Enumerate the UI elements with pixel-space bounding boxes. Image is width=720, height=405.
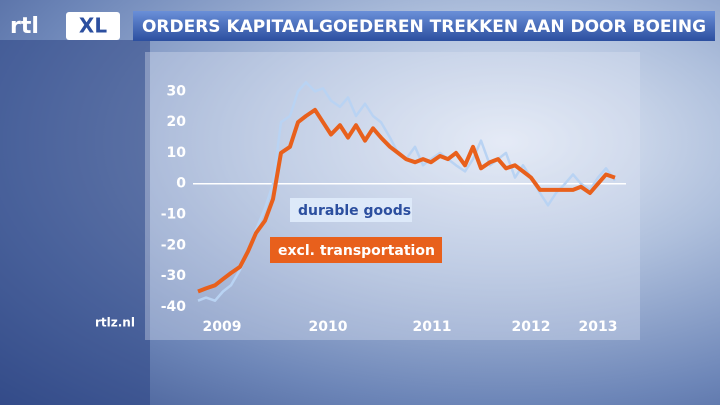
legend-label: excl. transportation	[278, 243, 435, 259]
legend-label: durable goods	[298, 203, 411, 219]
legend-box	[270, 237, 442, 263]
x-tick-label: 2012	[512, 319, 551, 335]
legend-box	[290, 198, 412, 222]
y-tick-label: 10	[167, 145, 187, 161]
x-tick-label: 2009	[203, 319, 242, 335]
y-tick-label: -20	[161, 237, 187, 253]
y-tick-label: -30	[161, 268, 187, 284]
series-line	[197, 107, 616, 294]
y-tick-label: 20	[167, 114, 187, 130]
y-tick-label: 30	[167, 83, 187, 99]
title-banner	[133, 11, 715, 41]
chart-title: ORDERS KAPITAALGOEDEREN TREKKEN AAN DOOR…	[142, 17, 706, 37]
y-tick-label: -10	[161, 207, 187, 223]
y-tick-label: -40	[161, 299, 187, 315]
logo-badge	[66, 12, 120, 40]
ticker-wall	[0, 40, 150, 405]
site-label: rtlz.nl	[95, 316, 135, 330]
logo-badge-text: XL	[79, 14, 107, 38]
x-tick-label: 2013	[579, 319, 618, 335]
x-tick-label: 2010	[309, 319, 348, 335]
x-tick-label: 2011	[413, 319, 452, 335]
logo: rtl	[10, 14, 39, 39]
y-tick-label: 0	[176, 176, 186, 192]
chart-panel	[145, 52, 640, 340]
